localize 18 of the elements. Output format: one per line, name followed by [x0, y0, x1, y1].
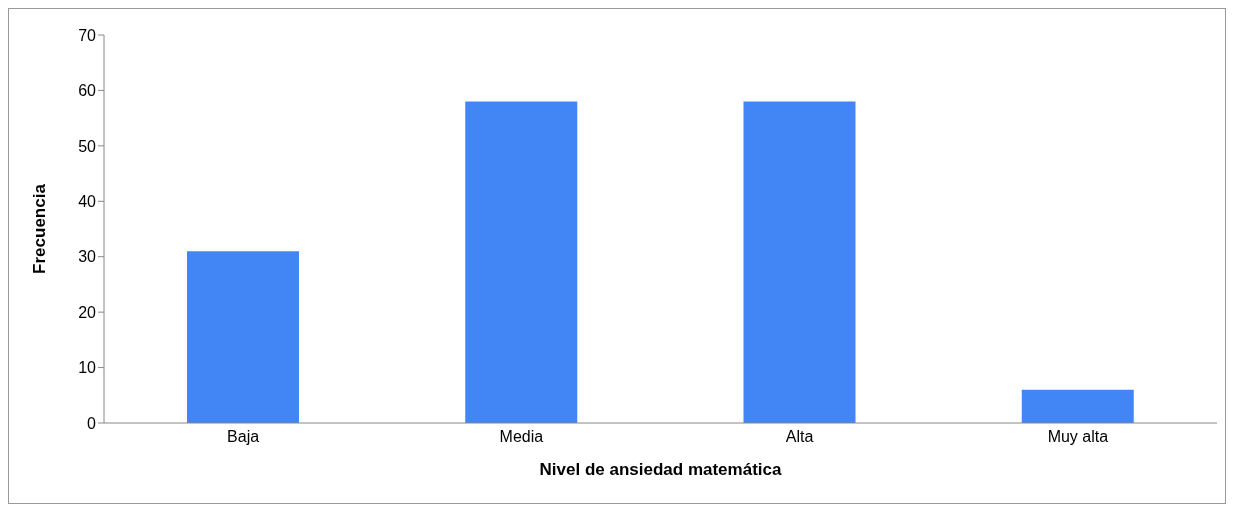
x-tick-label: Baja [227, 428, 260, 446]
y-tick-label: 0 [87, 414, 97, 432]
y-tick-label: 30 [78, 248, 97, 266]
y-tick-label: 70 [78, 26, 97, 44]
y-tick-label: 40 [78, 192, 97, 210]
bar [743, 101, 856, 423]
y-tick-label: 60 [78, 82, 97, 100]
x-tick-label: Media [499, 428, 544, 446]
y-tick-label: 10 [78, 359, 97, 377]
y-tick-label: 50 [78, 137, 97, 155]
y-tick-label: 20 [78, 303, 97, 321]
x-tick-label: Muy alta [1047, 428, 1109, 446]
bar [187, 251, 299, 423]
bar [465, 101, 578, 423]
x-axis-title: Nivel de ansiedad matemática [539, 460, 782, 479]
bar [1021, 389, 1134, 423]
y-axis-title: Frecuencia [30, 183, 50, 274]
x-tick-label: Alta [785, 428, 814, 446]
